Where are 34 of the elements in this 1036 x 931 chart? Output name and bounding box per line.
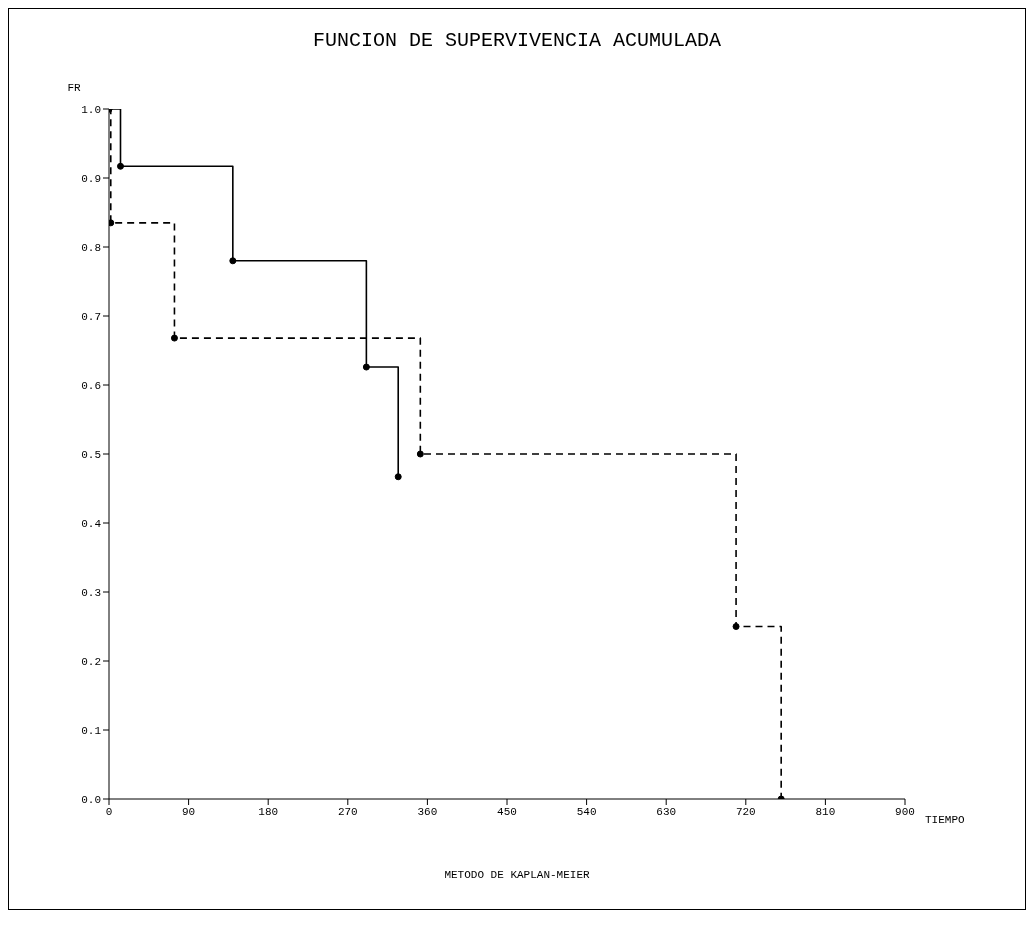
x-tick-label: 0 (105, 805, 113, 818)
y-tick-label: 0.4 (81, 517, 102, 530)
x-tick-label: 900 (895, 805, 915, 818)
point (394, 473, 402, 481)
y-tick-label: 0.8 (81, 241, 101, 254)
x-tick-label: 720 (735, 805, 756, 818)
y-tick-label: 0.1 (81, 724, 102, 737)
y-tick-label: 0.0 (81, 793, 101, 806)
point (170, 334, 178, 342)
x-tick-label: 450 (497, 805, 517, 818)
y-tick-label: 1.0 (81, 103, 101, 116)
y-tick-label: 0.2 (81, 655, 101, 668)
chart-title: FUNCION DE SUPERVIVENCIA ACUMULADA (311, 29, 723, 52)
point (416, 450, 424, 458)
x-axis-title: TIEMPO (925, 813, 966, 826)
point (229, 257, 237, 265)
x-tick-label: 360 (417, 805, 438, 818)
x-tick-label: 270 (337, 805, 358, 818)
point (732, 623, 740, 630)
y-tick-label: 0.7 (81, 310, 101, 323)
y-tick-label: 0.3 (81, 586, 101, 599)
x-tick-label: 630 (656, 805, 677, 818)
x-tick-label: 810 (815, 805, 836, 818)
x-tick-label: 540 (576, 805, 597, 818)
x-tick-label: 180 (258, 805, 279, 818)
point (109, 219, 115, 227)
point (362, 363, 370, 371)
y-tick-label: 0.9 (81, 172, 101, 185)
y-tick-label: 0.6 (81, 379, 101, 392)
point (117, 162, 124, 170)
y-tick-label: 0.5 (81, 448, 101, 461)
x-tick-label: 90 (182, 805, 196, 818)
y-axis-title: FR (67, 82, 81, 94)
text: METODO DE KAPLAN-MEIER (443, 869, 591, 881)
